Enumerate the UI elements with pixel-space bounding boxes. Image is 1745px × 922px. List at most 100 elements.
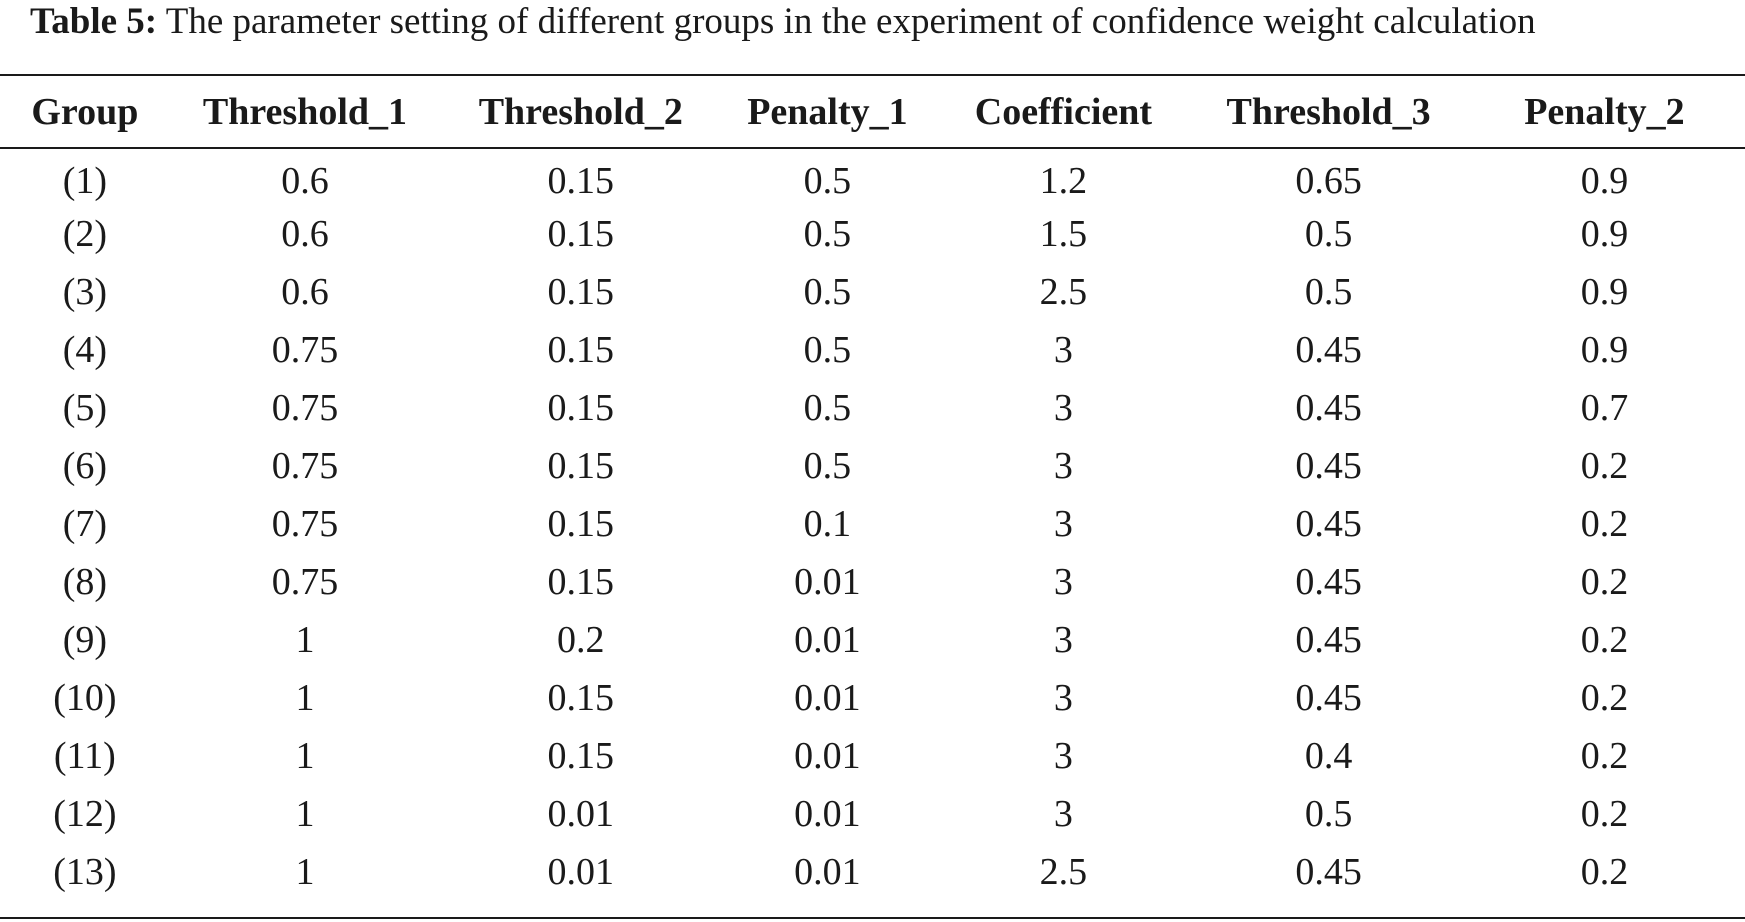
cell-penalty-2: 0.2 [1580, 561, 1629, 603]
cell-threshold-1: 1 [295, 619, 315, 661]
column-header-penalty-1: Penalty_1 [747, 90, 908, 133]
cell-penalty-1: 0.01 [794, 677, 861, 719]
cell-penalty-2: 0.2 [1580, 793, 1629, 835]
cell-penalty-2: 0.7 [1580, 387, 1629, 429]
table-row: (13) 1 0.01 0.01 2.5 0.45 0.2 [0, 843, 1745, 901]
cell-penalty-2: 0.9 [1580, 329, 1629, 371]
cell-threshold-3: 0.45 [1295, 387, 1362, 429]
cell-threshold-2: 0.15 [547, 735, 615, 777]
cell-threshold-2: 0.15 [547, 445, 615, 487]
cell-threshold-3: 0.5 [1304, 271, 1353, 313]
table-row: (9) 1 0.2 0.01 3 0.45 0.2 [0, 611, 1745, 669]
cell-penalty-1: 0.5 [803, 213, 852, 255]
cell-group: (4) [62, 329, 108, 371]
table-row: (8) 0.75 0.15 0.01 3 0.45 0.2 [0, 553, 1745, 611]
cell-coefficient: 3 [1053, 561, 1073, 603]
column-header-threshold-1: Threshold_1 [202, 90, 408, 133]
column-header-coefficient: Coefficient [974, 90, 1153, 133]
cell-threshold-2: 0.2 [557, 619, 605, 661]
header-rule [0, 147, 1745, 149]
cell-coefficient: 3 [1053, 619, 1073, 661]
cell-penalty-2: 0.9 [1580, 271, 1629, 313]
table-caption: Table 5: The parameter setting of differ… [30, 0, 1536, 50]
cell-penalty-1: 0.5 [803, 387, 852, 429]
cell-threshold-1: 0.75 [271, 503, 339, 545]
cell-threshold-3: 0.65 [1295, 160, 1362, 202]
cell-penalty-1: 0.01 [794, 561, 861, 603]
cell-threshold-1: 0.75 [271, 561, 339, 603]
cell-penalty-2: 0.2 [1580, 445, 1629, 487]
cell-threshold-1: 0.75 [271, 387, 339, 429]
cell-penalty-2: 0.2 [1580, 677, 1629, 719]
bottom-rule [0, 917, 1745, 919]
cell-coefficient: 3 [1053, 677, 1073, 719]
cell-penalty-2: 0.2 [1580, 735, 1629, 777]
cell-threshold-1: 0.6 [281, 160, 329, 202]
cell-penalty-1: 0.5 [803, 445, 852, 487]
cell-penalty-1: 0.5 [803, 160, 852, 202]
table-row: (6) 0.75 0.15 0.5 3 0.45 0.2 [0, 437, 1745, 495]
table-row: (2) 0.6 0.15 0.5 1.5 0.5 0.9 [0, 205, 1745, 263]
cell-group: (11) [53, 735, 116, 777]
cell-penalty-1: 0.01 [794, 619, 861, 661]
table-header: Group Threshold_1 Threshold_2 Penalty_1 Coef… [0, 76, 1745, 147]
cell-penalty-2: 0.2 [1580, 851, 1629, 893]
column-header-threshold-3: Threshold_3 [1226, 90, 1431, 133]
cell-threshold-2: 0.15 [547, 213, 615, 255]
cell-threshold-2: 0.01 [547, 793, 615, 835]
cell-penalty-2: 0.2 [1580, 503, 1629, 545]
cell-coefficient: 1.2 [1039, 160, 1088, 202]
table-body: (1) 0.6 0.15 0.5 1.2 0.65 0.9 (2) 0.6 0.15 0.5 1.5 0… [0, 147, 1745, 901]
cell-penalty-1: 0.1 [803, 503, 852, 545]
cell-threshold-1: 1 [295, 851, 315, 893]
cell-penalty-2: 0.9 [1580, 213, 1629, 255]
cell-penalty-1: 0.01 [794, 793, 861, 835]
cell-threshold-3: 0.45 [1295, 561, 1362, 603]
cell-group: (5) [62, 387, 108, 429]
cell-coefficient: 1.5 [1039, 213, 1088, 255]
cell-threshold-2: 0.15 [547, 329, 615, 371]
cell-coefficient: 2.5 [1039, 271, 1088, 313]
cell-coefficient: 3 [1053, 387, 1073, 429]
column-header-group: Group [31, 90, 139, 133]
cell-group: (8) [62, 561, 108, 603]
cell-group: (9) [62, 619, 108, 661]
cell-penalty-1: 0.01 [794, 735, 861, 777]
cell-penalty-1: 0.5 [803, 271, 852, 313]
cell-threshold-1: 1 [295, 677, 315, 719]
cell-threshold-1: 0.6 [281, 213, 329, 255]
cell-group: (1) [62, 160, 108, 202]
cell-threshold-1: 0.75 [271, 329, 339, 371]
cell-group: (10) [53, 677, 117, 719]
cell-group: (12) [53, 793, 117, 835]
cell-penalty-2: 0.2 [1580, 619, 1629, 661]
top-rule [0, 74, 1745, 76]
cell-threshold-2: 0.15 [547, 561, 615, 603]
header-row: Group Threshold_1 Threshold_2 Penalty_1 Coef… [0, 76, 1745, 147]
table-row: (5) 0.75 0.15 0.5 3 0.45 0.7 [0, 379, 1745, 437]
cell-threshold-2: 0.15 [547, 677, 615, 719]
cell-threshold-1: 1 [295, 735, 315, 777]
table-row: (4) 0.75 0.15 0.5 3 0.45 0.9 [0, 321, 1745, 379]
cell-group: (7) [62, 503, 108, 545]
cell-threshold-3: 0.45 [1295, 329, 1362, 371]
cell-group: (6) [62, 445, 108, 487]
cell-group: (3) [62, 271, 108, 313]
cell-threshold-2: 0.15 [547, 271, 615, 313]
table-caption-label: Table 5: [30, 1, 158, 42]
cell-coefficient: 3 [1053, 735, 1073, 777]
cell-coefficient: 3 [1053, 503, 1073, 545]
cell-threshold-3: 0.5 [1304, 213, 1353, 255]
column-header-penalty-2: Penalty_2 [1524, 90, 1685, 133]
table-row: (7) 0.75 0.15 0.1 3 0.45 0.2 [0, 495, 1745, 553]
cell-penalty-1: 0.01 [794, 851, 861, 893]
cell-coefficient: 2.5 [1039, 851, 1088, 893]
cell-threshold-2: 0.15 [547, 160, 615, 202]
parameter-table: Group Threshold_1 Threshold_2 Penalty_1 Coef… [0, 76, 1745, 901]
cell-threshold-2: 0.15 [547, 387, 615, 429]
cell-coefficient: 3 [1053, 445, 1073, 487]
cell-threshold-3: 0.4 [1304, 735, 1353, 777]
table-row: (1) 0.6 0.15 0.5 1.2 0.65 0.9 [0, 147, 1745, 205]
cell-penalty-1: 0.5 [803, 329, 852, 371]
